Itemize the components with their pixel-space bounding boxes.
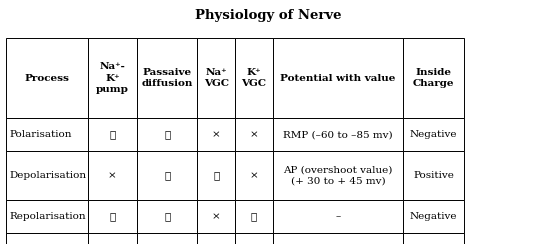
Text: ✓: ✓: [109, 212, 115, 221]
Bar: [137, 38, 197, 118]
Bar: [273, 118, 404, 151]
Bar: [273, 151, 404, 200]
Bar: [197, 38, 235, 118]
Bar: [404, 200, 464, 233]
Bar: [6, 200, 87, 233]
Bar: [404, 118, 464, 151]
Text: –: –: [336, 212, 341, 221]
Text: ×: ×: [212, 212, 221, 221]
Text: Physiology of Nerve: Physiology of Nerve: [195, 9, 341, 22]
Bar: [235, 38, 273, 118]
Bar: [87, 38, 137, 118]
Bar: [137, 118, 197, 151]
Bar: [235, 118, 273, 151]
Text: Negative: Negative: [410, 212, 457, 221]
Text: Depolarisation: Depolarisation: [10, 171, 87, 180]
Text: ✓: ✓: [164, 171, 170, 180]
Bar: [404, 151, 464, 200]
Bar: [197, 151, 235, 200]
Text: ×: ×: [249, 130, 258, 139]
Text: Repolarisation: Repolarisation: [10, 212, 86, 221]
Text: ×: ×: [249, 171, 258, 180]
Text: Passaive
diffusion: Passaive diffusion: [142, 68, 193, 88]
Bar: [404, 233, 464, 244]
Bar: [273, 233, 404, 244]
Bar: [404, 38, 464, 118]
Text: ×: ×: [212, 130, 221, 139]
Bar: [197, 233, 235, 244]
Bar: [87, 233, 137, 244]
Bar: [235, 151, 273, 200]
Bar: [273, 38, 404, 118]
Text: ✓: ✓: [164, 130, 170, 139]
Text: ×: ×: [108, 171, 117, 180]
Text: AP (overshoot value)
(+ 30 to + 45 mv): AP (overshoot value) (+ 30 to + 45 mv): [284, 166, 393, 186]
Text: Na⁺
VGC: Na⁺ VGC: [204, 68, 229, 88]
Text: Na⁺-
K⁺
pump: Na⁺- K⁺ pump: [96, 62, 129, 94]
Text: Process: Process: [25, 74, 70, 82]
Text: Inside
Charge: Inside Charge: [413, 68, 455, 88]
Bar: [235, 233, 273, 244]
Bar: [235, 200, 273, 233]
Text: RMP (–60 to –85 mv): RMP (–60 to –85 mv): [284, 130, 393, 139]
Bar: [6, 151, 87, 200]
Bar: [87, 118, 137, 151]
Bar: [273, 200, 404, 233]
Bar: [197, 118, 235, 151]
Bar: [87, 200, 137, 233]
Text: K⁺
VGC: K⁺ VGC: [241, 68, 266, 88]
Text: Polarisation: Polarisation: [10, 130, 72, 139]
Bar: [137, 200, 197, 233]
Text: Negative: Negative: [410, 130, 457, 139]
Text: ✓: ✓: [213, 171, 219, 180]
Text: Potential with value: Potential with value: [280, 74, 396, 82]
Bar: [6, 38, 87, 118]
Text: ✓: ✓: [251, 212, 257, 221]
Text: ✓: ✓: [109, 130, 115, 139]
Bar: [197, 200, 235, 233]
Bar: [87, 151, 137, 200]
Bar: [137, 151, 197, 200]
Bar: [6, 233, 87, 244]
Bar: [6, 118, 87, 151]
Text: Positive: Positive: [413, 171, 454, 180]
Text: ✓: ✓: [164, 212, 170, 221]
Bar: [137, 233, 197, 244]
